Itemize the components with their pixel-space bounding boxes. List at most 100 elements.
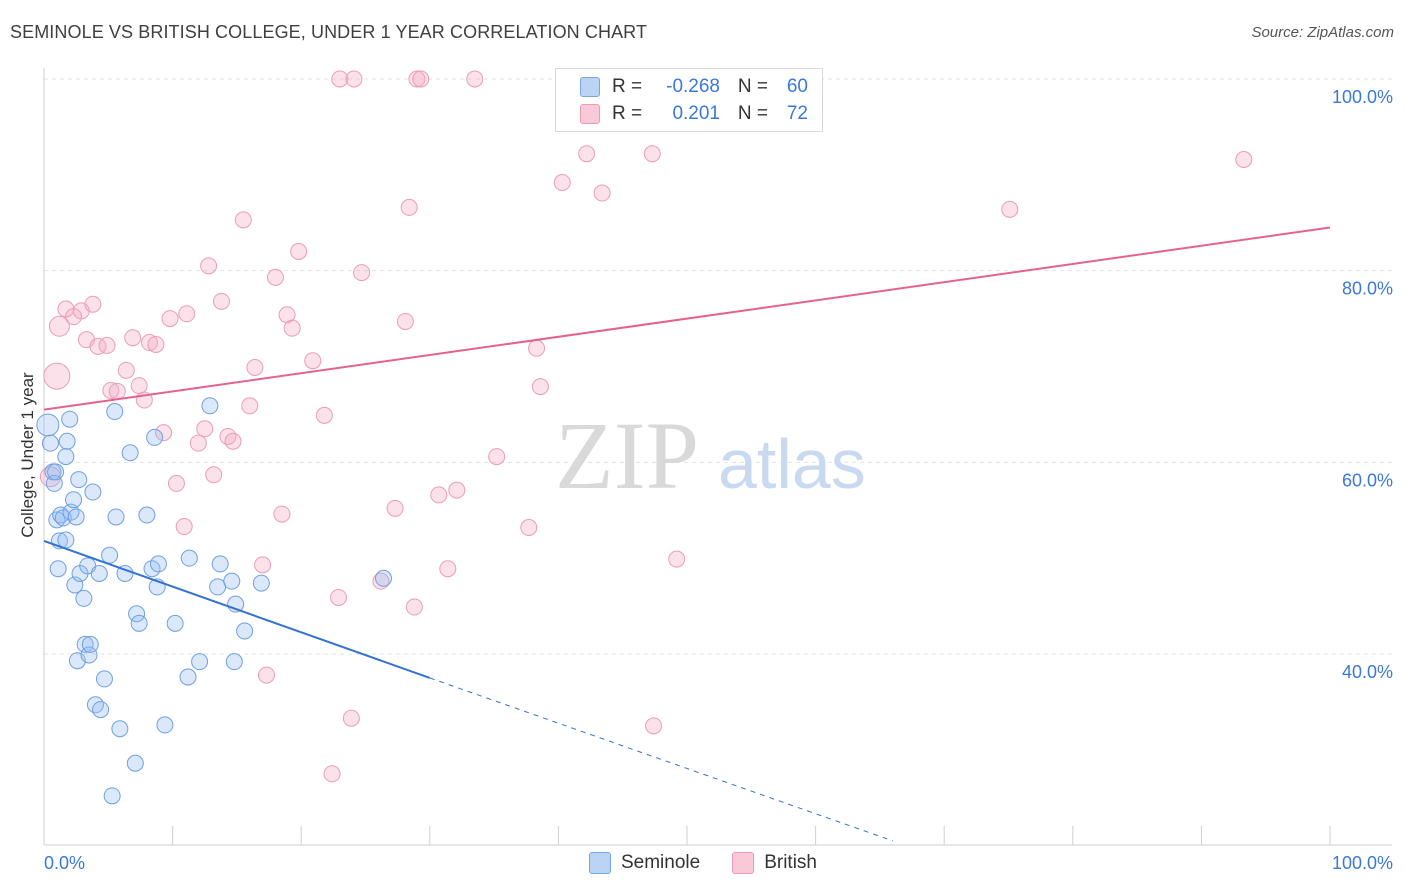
seminole-point[interactable] [101, 546, 119, 564]
seminole-point[interactable] [41, 434, 59, 452]
seminole-point[interactable] [65, 491, 83, 509]
seminole-point[interactable] [84, 483, 102, 501]
british-point[interactable] [430, 486, 448, 504]
british-point[interactable] [290, 243, 308, 260]
seminole-point[interactable] [138, 506, 156, 524]
seminole-point[interactable] [58, 432, 76, 450]
legend-item-seminole[interactable]: Seminole [588, 852, 700, 874]
british-point[interactable] [241, 397, 259, 415]
seminole-point[interactable] [107, 508, 125, 526]
british-point[interactable] [412, 70, 430, 88]
british-point[interactable] [645, 717, 663, 735]
british-point[interactable] [140, 334, 158, 352]
british-point[interactable] [224, 432, 242, 450]
british-point[interactable] [117, 361, 135, 379]
seminole-point[interactable] [62, 503, 80, 521]
british-point[interactable] [219, 427, 237, 445]
british-point[interactable] [466, 70, 484, 88]
seminole-point[interactable] [103, 787, 121, 805]
british-point[interactable] [43, 362, 71, 390]
british-point[interactable] [578, 145, 596, 163]
british-point[interactable] [278, 306, 296, 324]
seminole-point[interactable] [70, 471, 88, 489]
british-point[interactable] [130, 377, 148, 395]
british-point[interactable] [254, 556, 272, 574]
british-point[interactable] [405, 598, 423, 616]
seminole-point[interactable] [375, 569, 393, 587]
british-point[interactable] [396, 312, 414, 330]
seminole-point[interactable] [61, 410, 79, 428]
seminole-point[interactable] [67, 508, 85, 526]
seminole-point[interactable] [95, 670, 113, 688]
seminole-point[interactable] [49, 560, 67, 578]
british-point[interactable] [448, 481, 466, 499]
seminole-point[interactable] [252, 574, 270, 592]
british-point[interactable] [273, 505, 291, 523]
seminole-point[interactable] [180, 549, 198, 567]
british-point[interactable] [283, 319, 301, 337]
british-point[interactable] [189, 434, 207, 452]
british-point[interactable] [643, 145, 661, 163]
british-point[interactable] [345, 70, 363, 88]
legend-item-british[interactable]: British [732, 852, 817, 874]
seminole-point[interactable] [149, 555, 167, 573]
british-point[interactable] [147, 335, 165, 353]
british-point[interactable] [257, 666, 275, 684]
british-point[interactable] [400, 198, 418, 216]
british-point[interactable] [102, 381, 120, 399]
british-point[interactable] [1235, 151, 1253, 168]
seminole-point[interactable] [86, 696, 104, 714]
british-point[interactable] [323, 765, 341, 783]
seminole-point[interactable] [156, 716, 174, 734]
british-point[interactable] [439, 560, 457, 578]
british-point[interactable] [124, 329, 142, 347]
british-point[interactable] [205, 466, 223, 484]
seminole-point[interactable] [166, 614, 184, 632]
seminole-point[interactable] [106, 403, 124, 421]
british-point[interactable] [488, 448, 506, 466]
seminole-point[interactable] [223, 572, 241, 590]
british-point[interactable] [353, 264, 371, 282]
seminole-point[interactable] [81, 635, 99, 653]
british-point[interactable] [98, 336, 116, 354]
seminole-point[interactable] [209, 578, 227, 596]
british-point[interactable] [108, 382, 126, 400]
british-point[interactable] [329, 588, 347, 606]
seminole-point[interactable] [128, 605, 146, 623]
british-point[interactable] [386, 499, 404, 517]
british-point[interactable] [196, 420, 214, 438]
seminole-point[interactable] [146, 428, 164, 446]
seminole-point[interactable] [36, 413, 60, 437]
seminole-point[interactable] [191, 653, 209, 671]
british-point[interactable] [212, 292, 230, 310]
british-point[interactable] [175, 518, 193, 536]
british-point[interactable] [234, 211, 252, 229]
british-point[interactable] [161, 310, 179, 328]
british-point[interactable] [246, 358, 264, 376]
british-point[interactable] [315, 406, 333, 424]
seminole-point[interactable] [57, 448, 75, 466]
seminole-point[interactable] [225, 653, 243, 671]
british-point[interactable] [84, 295, 102, 313]
british-point[interactable] [408, 70, 426, 88]
british-point[interactable] [266, 268, 284, 286]
british-point[interactable] [1001, 200, 1019, 218]
seminole-point[interactable] [75, 589, 93, 607]
seminole-point[interactable] [201, 397, 219, 415]
seminole-point[interactable] [126, 754, 144, 772]
seminole-point[interactable] [57, 531, 75, 549]
british-point[interactable] [304, 352, 322, 370]
seminole-point[interactable] [130, 614, 148, 632]
seminole-point[interactable] [92, 701, 110, 719]
british-point[interactable] [531, 378, 549, 396]
seminole-point[interactable] [121, 444, 139, 462]
british-point[interactable] [553, 174, 571, 191]
british-point[interactable] [89, 337, 107, 355]
british-point[interactable] [167, 474, 185, 492]
british-point[interactable] [155, 424, 173, 442]
seminole-point[interactable] [236, 622, 254, 640]
british-point[interactable] [520, 519, 538, 536]
british-point[interactable] [528, 339, 546, 357]
british-point[interactable] [593, 184, 611, 202]
seminole-point[interactable] [47, 463, 65, 481]
